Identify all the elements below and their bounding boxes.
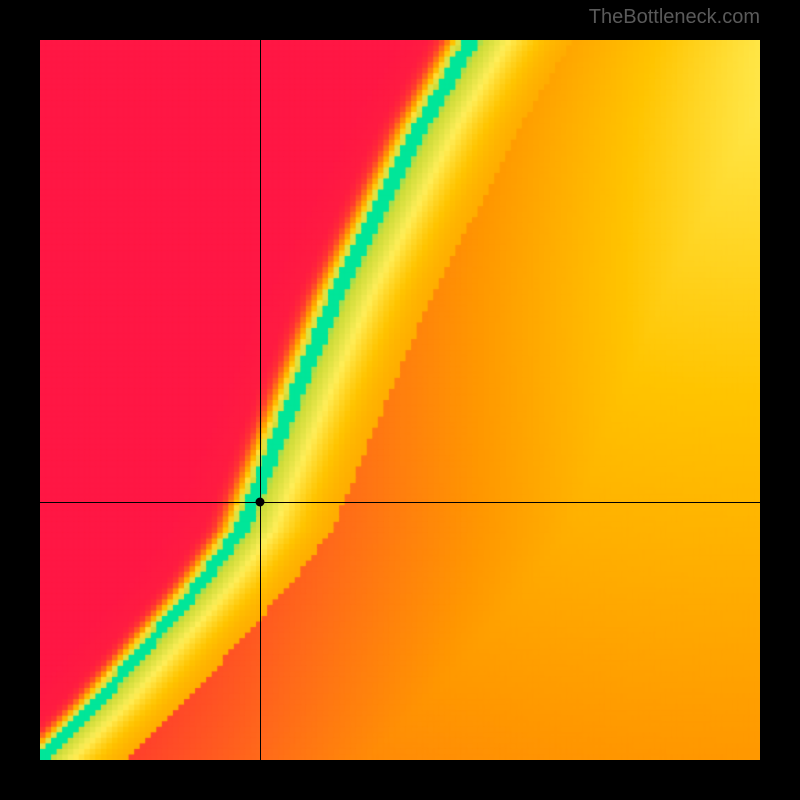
heatmap-plot-area bbox=[40, 40, 760, 760]
crosshair-vertical bbox=[260, 40, 261, 760]
watermark-text: TheBottleneck.com bbox=[589, 6, 760, 29]
crosshair-marker bbox=[255, 498, 264, 507]
heatmap-canvas bbox=[40, 40, 760, 760]
crosshair-horizontal bbox=[40, 502, 760, 503]
